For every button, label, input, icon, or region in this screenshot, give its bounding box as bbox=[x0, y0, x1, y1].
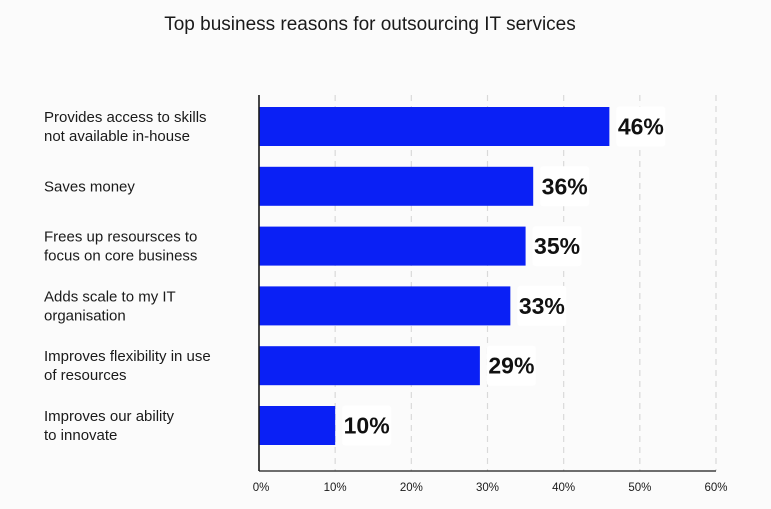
bar bbox=[259, 346, 480, 386]
chart-title: Top business reasons for outsourcing IT … bbox=[164, 14, 576, 35]
data-label: 35% bbox=[534, 233, 580, 259]
bar bbox=[259, 406, 336, 445]
data-label-box bbox=[532, 226, 582, 267]
bar bbox=[259, 226, 526, 266]
category-labels: Provides access to skills not available i… bbox=[44, 109, 211, 444]
category-label: Improves our ability bbox=[44, 408, 175, 425]
x-axis-ticks: 0% 10% 20% 30% 40% 50% 60% bbox=[253, 482, 728, 494]
data-label: 33% bbox=[519, 293, 565, 319]
x-tick-label: 0% bbox=[253, 482, 270, 494]
data-label: 46% bbox=[618, 114, 664, 140]
category-label: of resources bbox=[44, 367, 127, 384]
data-label-box bbox=[517, 285, 567, 326]
category-label: Adds scale to my IT bbox=[44, 288, 176, 305]
category-label: to innovate bbox=[44, 427, 117, 444]
x-tick-label: 60% bbox=[704, 482, 727, 494]
x-tick-label: 30% bbox=[476, 482, 499, 494]
data-label-box bbox=[342, 405, 392, 446]
data-label: 29% bbox=[488, 353, 534, 379]
data-label: 10% bbox=[344, 413, 390, 439]
x-tick-label: 50% bbox=[628, 482, 651, 494]
category-label: Frees up resoursces to bbox=[44, 229, 197, 246]
category-label: Provides access to skills bbox=[44, 109, 207, 126]
bar bbox=[259, 107, 610, 146]
data-label-box bbox=[616, 106, 666, 147]
data-label-box bbox=[540, 166, 590, 207]
category-label: organisation bbox=[44, 307, 126, 324]
bars: 46% 36% 35% 33% 29% 10% bbox=[259, 106, 666, 446]
x-tick-label: 10% bbox=[324, 482, 347, 494]
x-tick-label: 40% bbox=[552, 482, 575, 494]
category-label: Saves money bbox=[44, 178, 135, 195]
category-label: Improves flexibility in use bbox=[44, 348, 211, 365]
category-label: focus on core business bbox=[44, 248, 197, 265]
bar bbox=[259, 166, 534, 206]
gridlines bbox=[334, 95, 717, 471]
data-label-box bbox=[486, 345, 536, 386]
x-tick-label: 20% bbox=[400, 482, 423, 494]
bar bbox=[259, 286, 511, 326]
data-label: 36% bbox=[542, 173, 588, 199]
category-label: not available in-house bbox=[44, 128, 190, 145]
